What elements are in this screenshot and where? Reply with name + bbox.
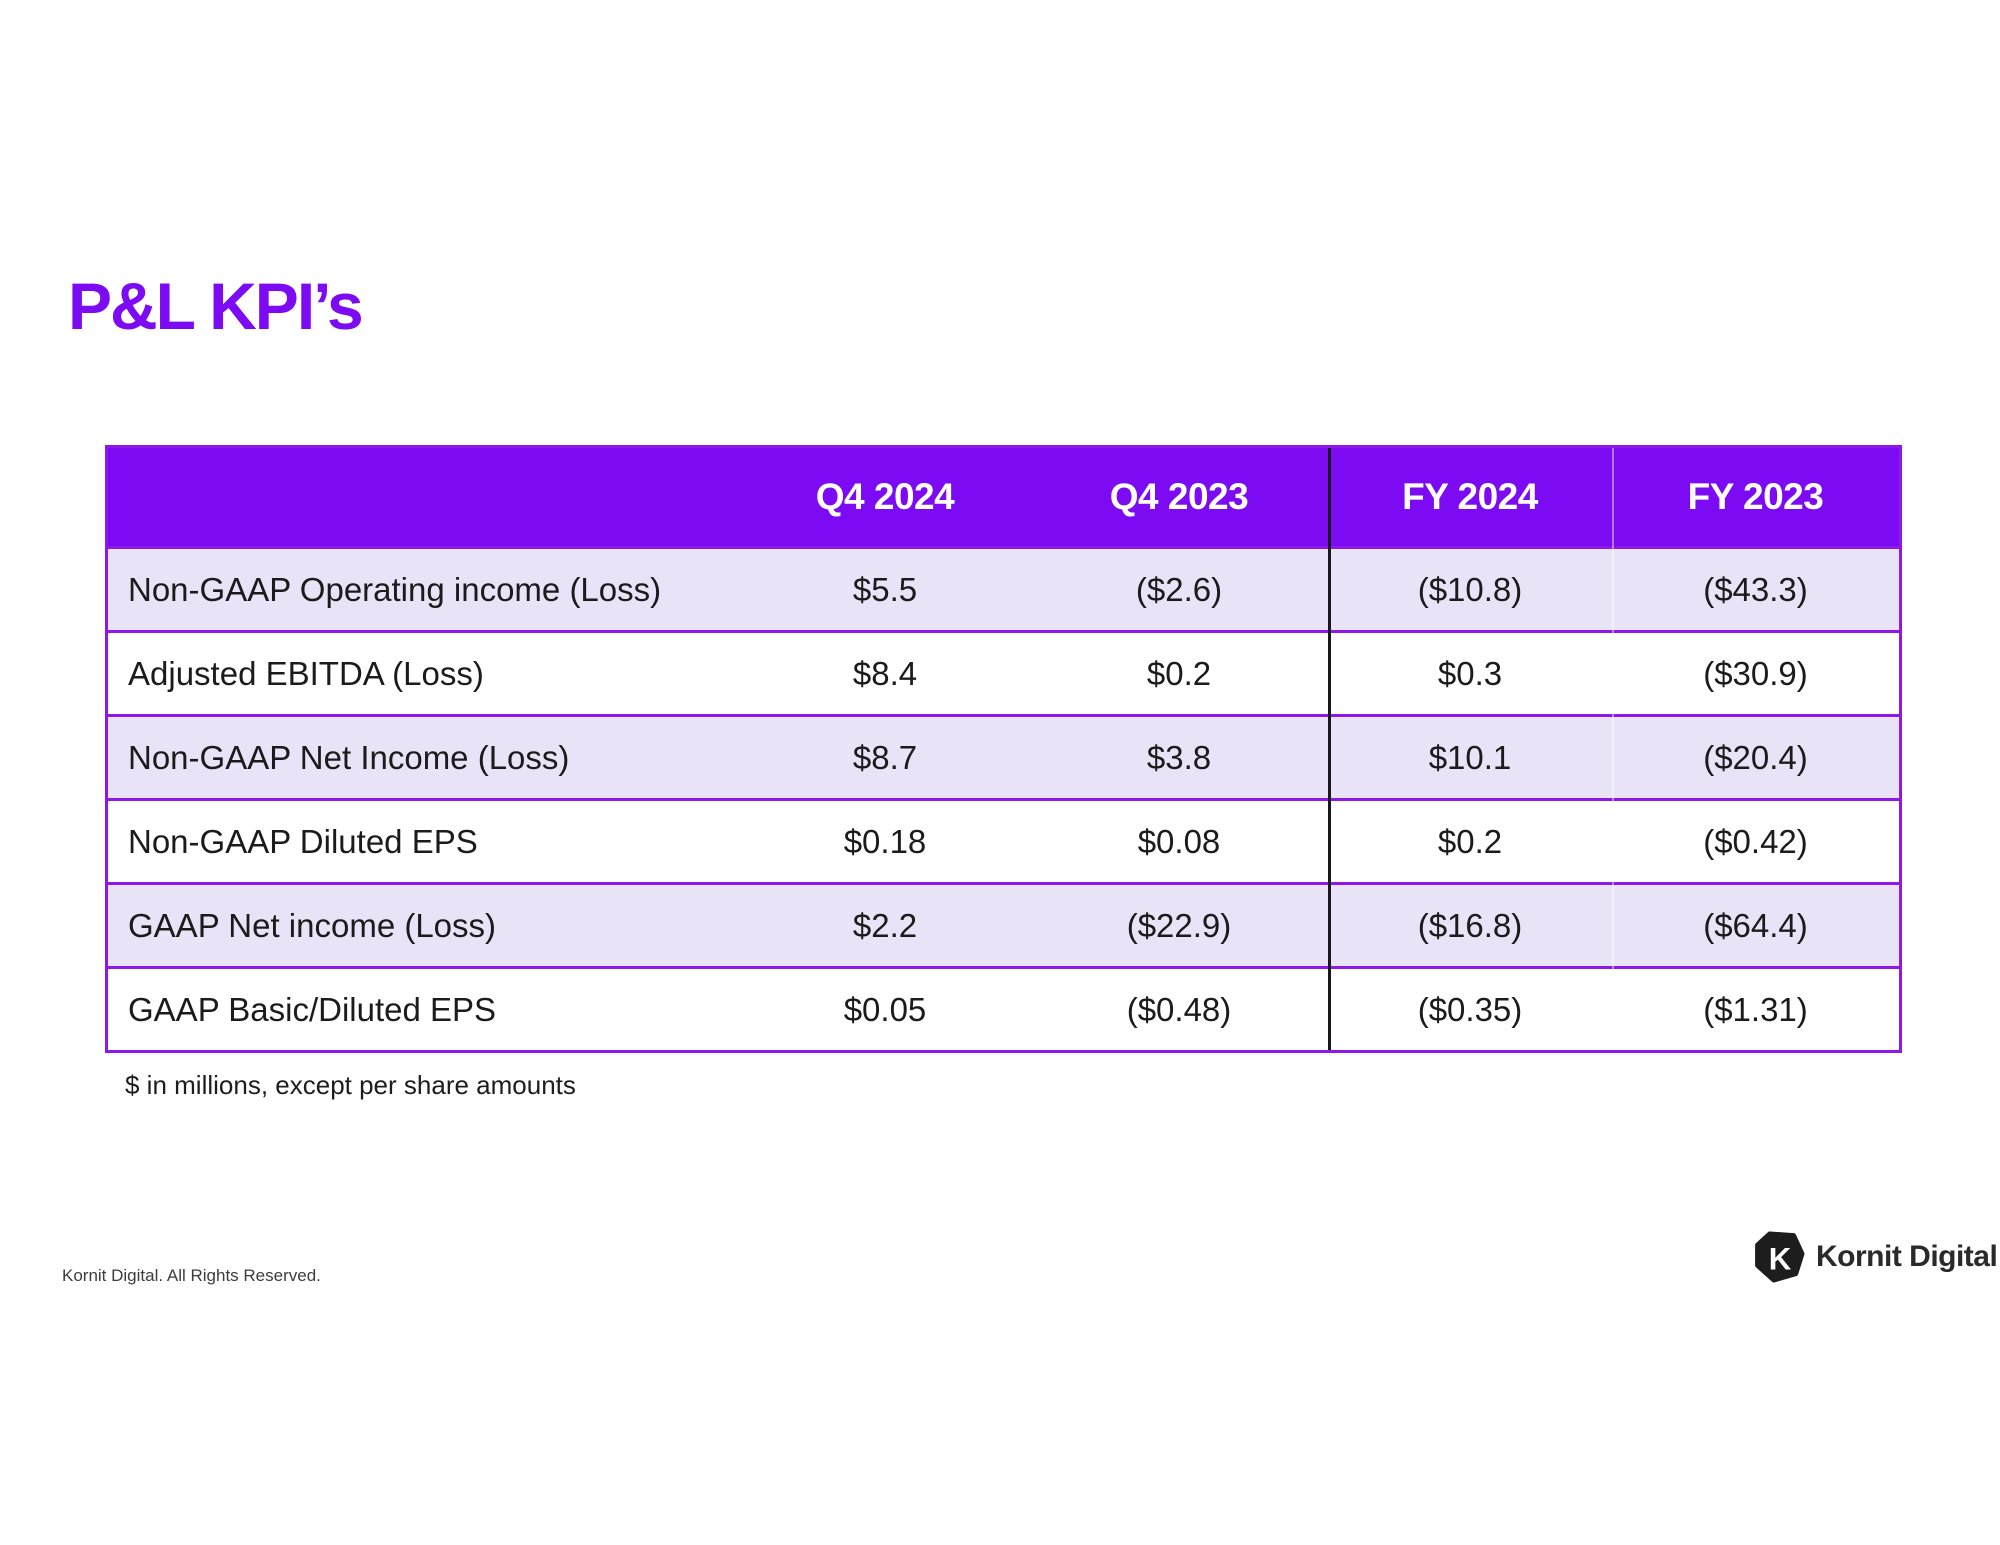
cell-value: ($0.35)	[1417, 990, 1523, 1028]
kpi-table: Q4 2024 Q4 2023 FY 2024 FY 2023 Non-GAAP…	[105, 445, 1902, 1053]
table-row: GAAP Net income (Loss) $2.2 ($22.9) ($16…	[108, 882, 1899, 966]
logo-text: Kornit Digital	[1816, 1240, 1998, 1273]
cell-value: $3.8	[1146, 738, 1212, 776]
row-label: GAAP Net income (Loss)	[128, 906, 497, 944]
row-label: Adjusted EBITDA (Loss)	[128, 654, 484, 692]
cell-value: $8.4	[852, 654, 918, 692]
cell-value: $2.2	[852, 906, 918, 944]
cell-value: $0.3	[1437, 654, 1503, 692]
cell-value: ($0.48)	[1126, 990, 1232, 1028]
cell-value: ($43.3)	[1703, 570, 1808, 608]
column-header-q4-2023: Q4 2023	[1109, 476, 1249, 517]
cell-value: ($20.4)	[1703, 738, 1808, 776]
cell-value: $0.18	[843, 822, 927, 860]
row-label: Non-GAAP Diluted EPS	[128, 822, 478, 860]
row-label: GAAP Basic/Diluted EPS	[128, 990, 497, 1028]
row-label: Non-GAAP Net Income (Loss)	[128, 738, 570, 776]
row-label: Non-GAAP Operating income (Loss)	[128, 570, 662, 608]
kornit-logo: K Kornit Digital	[1753, 1230, 1998, 1284]
column-header-fy-2024: FY 2024	[1402, 476, 1538, 517]
copyright-text: Kornit Digital. All Rights Reserved.	[62, 1266, 321, 1285]
cell-value: $5.5	[852, 570, 918, 608]
cell-value: ($2.6)	[1135, 570, 1223, 608]
svg-text:K: K	[1769, 1241, 1792, 1276]
table-footnote: $ in millions, except per share amounts	[125, 1070, 576, 1100]
table-row: Non-GAAP Net Income (Loss) $8.7 $3.8 $10…	[108, 714, 1899, 798]
table-row: Non-GAAP Diluted EPS $0.18 $0.08 $0.2 ($…	[108, 798, 1899, 882]
table-divider-dark	[1328, 448, 1331, 1050]
cell-value: ($30.9)	[1703, 654, 1808, 692]
column-header-empty	[108, 448, 740, 546]
cell-value: $0.05	[843, 990, 927, 1028]
table-divider-light	[1612, 448, 1614, 1050]
cell-value: ($64.4)	[1703, 906, 1808, 944]
table-row: GAAP Basic/Diluted EPS $0.05 ($0.48) ($0…	[108, 966, 1899, 1050]
cell-value: ($0.42)	[1703, 822, 1808, 860]
cell-value: ($10.8)	[1417, 570, 1523, 608]
cell-value: $8.7	[852, 738, 918, 776]
cell-value: $0.2	[1437, 822, 1503, 860]
cell-value: ($22.9)	[1126, 906, 1232, 944]
table-row: Non-GAAP Operating income (Loss) $5.5 ($…	[108, 546, 1899, 630]
column-header-q4-2024: Q4 2024	[815, 476, 955, 517]
column-header-fy-2023: FY 2023	[1687, 476, 1824, 517]
cell-value: $0.2	[1146, 654, 1212, 692]
table-header-row: Q4 2024 Q4 2023 FY 2024 FY 2023	[108, 448, 1899, 546]
page-title: P&L KPI’s	[68, 269, 364, 343]
cell-value: $10.1	[1428, 738, 1512, 776]
cell-value: ($16.8)	[1417, 906, 1523, 944]
kornit-logo-icon: K	[1755, 1231, 1805, 1283]
cell-value: ($1.31)	[1703, 990, 1808, 1028]
cell-value: $0.08	[1137, 822, 1221, 860]
table-row: Adjusted EBITDA (Loss) $8.4 $0.2 $0.3 ($…	[108, 630, 1899, 714]
